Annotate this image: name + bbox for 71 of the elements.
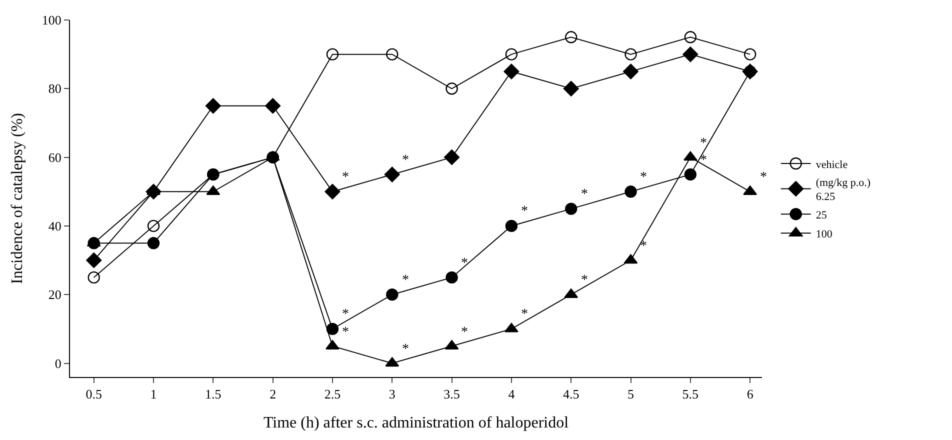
- y-tick-label: 60: [48, 150, 62, 165]
- x-tick-label: 0.5: [86, 386, 102, 402]
- annotation: *: [402, 273, 409, 288]
- point: [446, 271, 458, 284]
- point: [88, 271, 100, 284]
- point: [205, 98, 221, 114]
- x-tick-label: 1.5: [205, 386, 222, 402]
- x-tick-label: 5.5: [682, 386, 699, 402]
- annotation: *: [342, 307, 349, 322]
- x-tick-label: 3: [388, 386, 396, 402]
- point: [565, 31, 578, 44]
- annotation: *: [342, 170, 349, 185]
- annotation: *: [640, 239, 647, 254]
- y-tick-label: 100: [42, 12, 62, 28]
- point: [624, 186, 637, 198]
- annotation: *: [402, 342, 409, 357]
- legend-label: 100: [816, 228, 833, 240]
- annotation: *: [760, 170, 767, 185]
- annotation: *: [461, 325, 468, 340]
- point: [565, 202, 578, 215]
- x-tick-label: 2.5: [324, 386, 341, 402]
- annotation: *: [581, 273, 588, 288]
- point: [744, 65, 756, 78]
- point: [326, 322, 339, 336]
- point: [386, 288, 398, 301]
- x-tick-label: 5: [628, 386, 634, 402]
- x-axis-title: Time (h) after s.c. administration of haloperidol: [263, 414, 570, 432]
- point: [505, 220, 518, 232]
- y-tick-label: 20: [48, 287, 62, 302]
- annotation: *: [521, 204, 528, 219]
- annotation: *: [640, 170, 647, 185]
- point: [326, 48, 339, 60]
- x-tick-label: 4: [508, 386, 516, 402]
- point: [504, 322, 518, 332]
- legend-label: 25: [816, 209, 828, 222]
- point: [504, 64, 520, 80]
- annotation: *: [581, 187, 588, 202]
- point: [446, 82, 458, 95]
- annotation: *: [402, 153, 409, 168]
- point: [563, 80, 579, 96]
- annotation: *: [461, 256, 468, 271]
- x-tick-label: 4.5: [562, 386, 580, 402]
- point: [684, 168, 697, 181]
- x-tick-label: 3.5: [444, 386, 460, 402]
- point: [505, 48, 518, 60]
- x-tick-label: 2: [270, 386, 276, 402]
- y-tick-label: 80: [48, 81, 62, 96]
- point: [147, 220, 160, 232]
- annotation: *: [342, 325, 349, 340]
- x-tick-label: 1: [150, 386, 157, 402]
- y-tick-label: 0: [54, 356, 62, 371]
- point: [384, 166, 400, 182]
- point: [744, 48, 756, 60]
- annotation: *: [700, 136, 707, 151]
- point: [623, 64, 639, 80]
- point: [682, 46, 698, 62]
- point: [386, 48, 398, 60]
- y-axis-title: Incidence of catalepsy (%): [8, 112, 26, 284]
- point: [324, 184, 340, 200]
- point: [684, 31, 697, 44]
- annotation: *: [521, 307, 528, 322]
- legend-label: vehicle: [816, 158, 848, 171]
- point: [444, 150, 460, 166]
- y-tick-label: 40: [48, 218, 62, 234]
- point: [265, 98, 281, 114]
- x-tick-label: 6: [746, 386, 754, 402]
- point: [86, 252, 102, 268]
- point: [624, 48, 637, 60]
- legend-label: (mg/kg p.o.) 6.25: [816, 176, 871, 204]
- point: [147, 237, 160, 250]
- annotation: *: [700, 153, 707, 168]
